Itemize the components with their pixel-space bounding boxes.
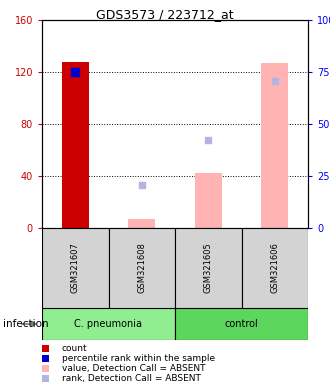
Point bbox=[73, 69, 78, 75]
Text: GSM321607: GSM321607 bbox=[71, 243, 80, 293]
Bar bbox=[195, 174, 221, 228]
Point bbox=[206, 137, 211, 143]
Bar bbox=[62, 61, 88, 228]
Text: GSM321608: GSM321608 bbox=[137, 243, 146, 293]
Bar bbox=[261, 63, 288, 228]
Text: count: count bbox=[62, 344, 88, 353]
Text: infection: infection bbox=[3, 319, 49, 329]
Text: GSM321606: GSM321606 bbox=[270, 243, 279, 293]
Bar bbox=[242, 228, 308, 308]
Text: percentile rank within the sample: percentile rank within the sample bbox=[62, 354, 215, 363]
Text: C. pneumonia: C. pneumonia bbox=[75, 319, 143, 329]
Text: value, Detection Call = ABSENT: value, Detection Call = ABSENT bbox=[62, 364, 206, 373]
Text: GSM321605: GSM321605 bbox=[204, 243, 213, 293]
Bar bbox=[42, 308, 175, 340]
Bar bbox=[42, 228, 109, 308]
Text: control: control bbox=[225, 319, 258, 329]
Text: rank, Detection Call = ABSENT: rank, Detection Call = ABSENT bbox=[62, 374, 201, 383]
Bar bbox=[175, 308, 308, 340]
Point bbox=[272, 78, 278, 84]
Bar bbox=[128, 219, 155, 228]
Bar bbox=[175, 228, 242, 308]
Text: GDS3573 / 223712_at: GDS3573 / 223712_at bbox=[96, 8, 234, 21]
Point bbox=[139, 182, 145, 188]
Bar bbox=[109, 228, 175, 308]
